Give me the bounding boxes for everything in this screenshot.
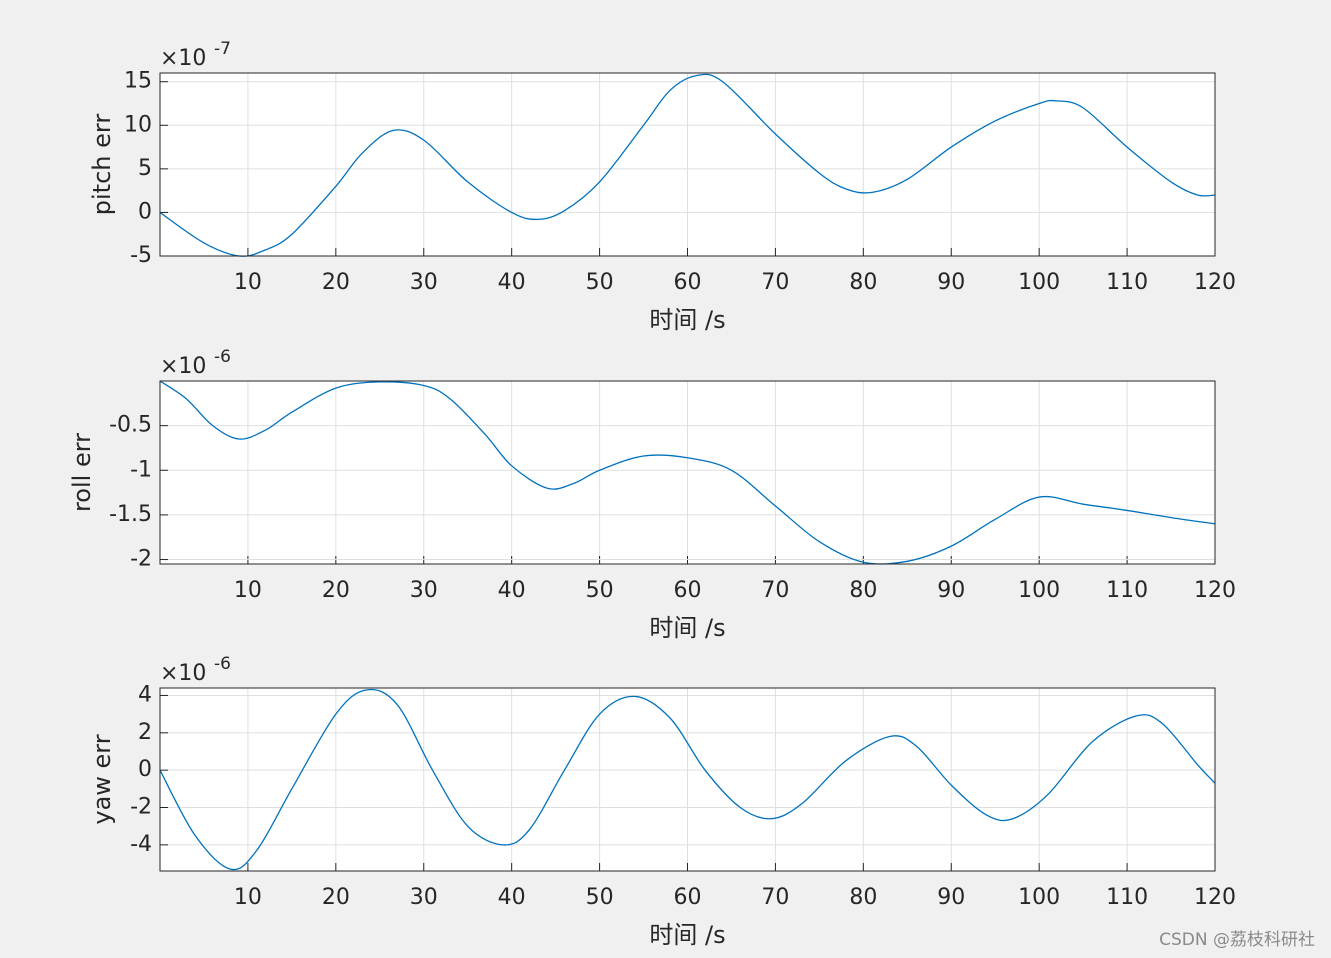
x-tick-label: 60 <box>674 270 702 295</box>
x-tick-label: 40 <box>498 578 526 603</box>
x-tick-label: 80 <box>849 578 877 603</box>
x-tick-label: 120 <box>1194 270 1236 295</box>
x-tick-label: 50 <box>586 885 614 910</box>
x-axis-label: 时间 /s <box>649 306 725 334</box>
scale-base: ×10 <box>160 661 206 686</box>
y-tick-label: 4 <box>138 682 152 707</box>
x-tick-label: 40 <box>498 270 526 295</box>
x-tick-label: 60 <box>674 885 702 910</box>
y-tick-label: -5 <box>130 243 152 268</box>
y-axis-label: yaw err <box>88 734 116 824</box>
y-tick-label: 2 <box>138 720 152 745</box>
y-tick-label: -1.5 <box>109 502 152 527</box>
x-tick-label: 100 <box>1018 578 1060 603</box>
y-tick-label: 5 <box>138 156 152 181</box>
data-line <box>159 688 1216 871</box>
x-tick-label: 30 <box>410 885 438 910</box>
x-tick-label: 30 <box>410 578 438 603</box>
axes-box <box>159 380 1216 565</box>
x-tick-label: 70 <box>761 885 789 910</box>
axes-box <box>159 687 1216 872</box>
scale-exponent: -6 <box>214 347 231 367</box>
y-tick-label: 0 <box>138 199 152 224</box>
y-axis-label: pitch err <box>88 114 116 216</box>
x-tick-label: 110 <box>1106 885 1148 910</box>
scale-base: ×10 <box>160 354 206 379</box>
y-tick-label: -4 <box>130 832 152 857</box>
x-tick-label: 20 <box>322 270 350 295</box>
x-tick-label: 10 <box>234 270 262 295</box>
x-tick-label: 20 <box>322 578 350 603</box>
x-tick-label: 10 <box>234 885 262 910</box>
x-tick-label: 30 <box>410 270 438 295</box>
x-tick-label: 90 <box>937 270 965 295</box>
scale-exponent: -7 <box>214 39 231 59</box>
y-tick-label: -0.5 <box>109 413 152 438</box>
data-line <box>159 73 1216 257</box>
x-tick-label: 120 <box>1194 578 1236 603</box>
x-axis-label: 时间 /s <box>649 614 725 642</box>
x-tick-label: 80 <box>849 270 877 295</box>
data-line <box>159 380 1216 565</box>
y-tick-label: -1 <box>130 457 152 482</box>
scale-base: ×10 <box>160 46 206 71</box>
x-tick-label: 20 <box>322 885 350 910</box>
y-tick-label: 0 <box>138 757 152 782</box>
x-tick-label: 120 <box>1194 885 1236 910</box>
x-tick-label: 60 <box>674 578 702 603</box>
x-tick-label: 50 <box>586 270 614 295</box>
x-axis-label: 时间 /s <box>649 921 725 949</box>
x-tick-label: 70 <box>761 578 789 603</box>
y-tick-label: 15 <box>124 69 152 94</box>
x-tick-label: 100 <box>1018 270 1060 295</box>
y-axis-label: roll err <box>68 433 96 512</box>
y-tick-label: -2 <box>130 547 152 572</box>
x-tick-label: 110 <box>1106 270 1148 295</box>
x-tick-label: 90 <box>937 885 965 910</box>
x-tick-label: 10 <box>234 578 262 603</box>
x-tick-label: 40 <box>498 885 526 910</box>
x-tick-label: 50 <box>586 578 614 603</box>
x-tick-label: 90 <box>937 578 965 603</box>
x-tick-label: 70 <box>761 270 789 295</box>
y-tick-label: -2 <box>130 795 152 820</box>
x-tick-label: 80 <box>849 885 877 910</box>
axes-box <box>159 72 1216 257</box>
x-tick-label: 110 <box>1106 578 1148 603</box>
watermark: CSDN @荔枝科研社 <box>1159 930 1315 950</box>
y-tick-label: 10 <box>124 112 152 137</box>
x-tick-label: 100 <box>1018 885 1060 910</box>
scale-exponent: -6 <box>214 654 231 674</box>
